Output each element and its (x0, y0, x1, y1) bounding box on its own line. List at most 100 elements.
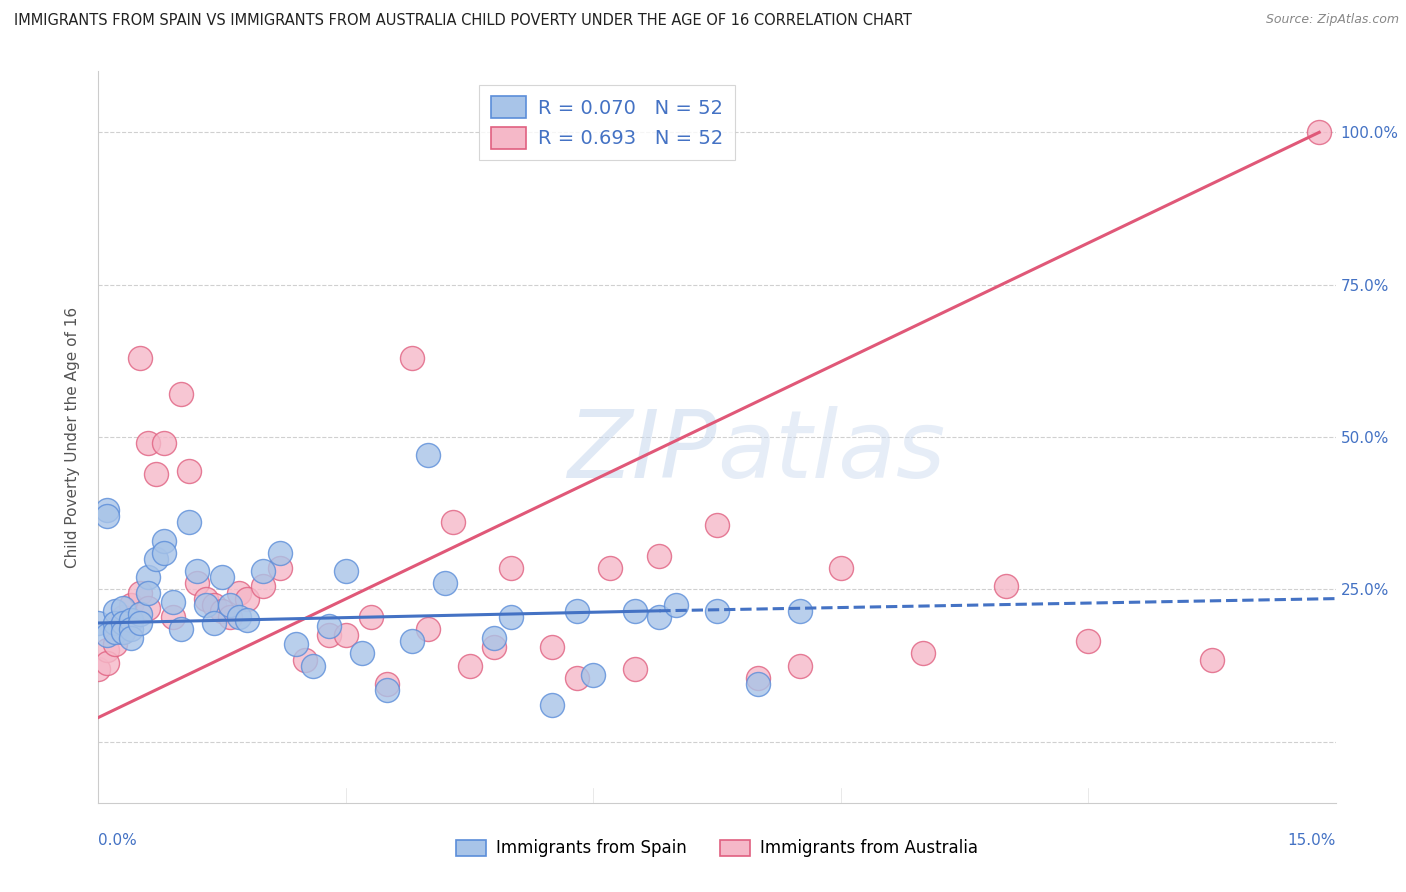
Point (136, 600, 159, 615)
Point (789, 658, 811, 673)
Point (170, 387, 193, 401)
Point (162, 594, 184, 608)
Point (153, 533, 176, 548)
Point (219, 610, 242, 624)
Point (136, 436, 159, 450)
Point (112, 610, 135, 624)
Point (211, 604, 233, 618)
Point (302, 658, 325, 673)
Point (194, 591, 217, 606)
Point (179, 464, 201, 478)
Point (219, 598, 242, 612)
Point (112, 625, 135, 640)
Point (120, 613, 142, 627)
Point (352, 647, 374, 661)
Point (104, 625, 127, 640)
Point (335, 564, 357, 578)
Point (128, 615, 150, 630)
Point (87, 615, 110, 630)
Point (401, 351, 423, 365)
Point (623, 604, 645, 618)
Point (136, 570, 159, 584)
Legend: R = 0.070   N = 52, R = 0.693   N = 52: R = 0.070 N = 52, R = 0.693 N = 52 (479, 85, 734, 161)
Point (912, 647, 935, 661)
Text: 0.0%: 0.0% (98, 833, 138, 848)
Point (162, 610, 184, 624)
Point (236, 591, 259, 606)
Text: Source: ZipAtlas.com: Source: ZipAtlas.com (1265, 13, 1399, 27)
Point (128, 607, 150, 621)
Point (87, 662, 110, 676)
Point (335, 628, 357, 642)
Point (599, 561, 621, 575)
Point (128, 585, 150, 599)
Point (582, 667, 605, 681)
Point (318, 628, 340, 642)
Point (153, 546, 176, 560)
Point (648, 610, 671, 624)
Point (228, 610, 250, 624)
Point (96, 628, 118, 642)
Point (375, 677, 398, 691)
Point (96, 509, 118, 524)
Point (120, 613, 142, 627)
Point (104, 622, 127, 636)
Point (484, 640, 506, 655)
Point (789, 604, 811, 618)
Point (104, 637, 127, 651)
Point (153, 436, 176, 450)
Point (194, 598, 217, 612)
Point (128, 351, 150, 365)
Point (565, 604, 588, 618)
Point (236, 613, 259, 627)
Point (665, 598, 688, 612)
Point (252, 579, 274, 593)
Point (202, 598, 225, 612)
Point (623, 662, 645, 676)
Point (145, 552, 167, 566)
Point (145, 467, 167, 481)
Point (104, 604, 127, 618)
Point (186, 564, 208, 578)
Point (104, 615, 127, 630)
Point (285, 637, 308, 651)
Point (1077, 634, 1099, 648)
Point (441, 516, 464, 530)
Point (252, 564, 274, 578)
Point (120, 622, 142, 636)
Point (96, 643, 118, 657)
Point (433, 576, 456, 591)
Point (318, 619, 340, 633)
Point (499, 561, 522, 575)
Text: 15.0%: 15.0% (1288, 833, 1336, 848)
Point (565, 671, 588, 685)
Point (269, 561, 291, 575)
Point (1308, 125, 1330, 139)
Point (458, 658, 481, 673)
Point (541, 640, 564, 655)
Point (269, 546, 291, 560)
Point (706, 518, 728, 533)
Text: ZIP: ZIP (568, 406, 717, 497)
Point (1201, 652, 1223, 666)
Point (541, 698, 564, 713)
Point (186, 576, 208, 591)
Point (202, 615, 225, 630)
Point (136, 585, 159, 599)
Point (112, 625, 135, 640)
Point (170, 622, 193, 636)
Point (96, 656, 118, 670)
Point (994, 579, 1017, 593)
Point (418, 622, 440, 636)
Point (648, 549, 671, 563)
Point (211, 570, 233, 584)
Point (747, 677, 769, 691)
Point (706, 604, 728, 618)
Point (360, 610, 382, 624)
Point (228, 585, 250, 599)
Text: atlas: atlas (717, 406, 945, 497)
Point (120, 598, 142, 612)
Y-axis label: Child Poverty Under the Age of 16: Child Poverty Under the Age of 16 (65, 307, 80, 567)
Point (401, 634, 423, 648)
Point (418, 449, 440, 463)
